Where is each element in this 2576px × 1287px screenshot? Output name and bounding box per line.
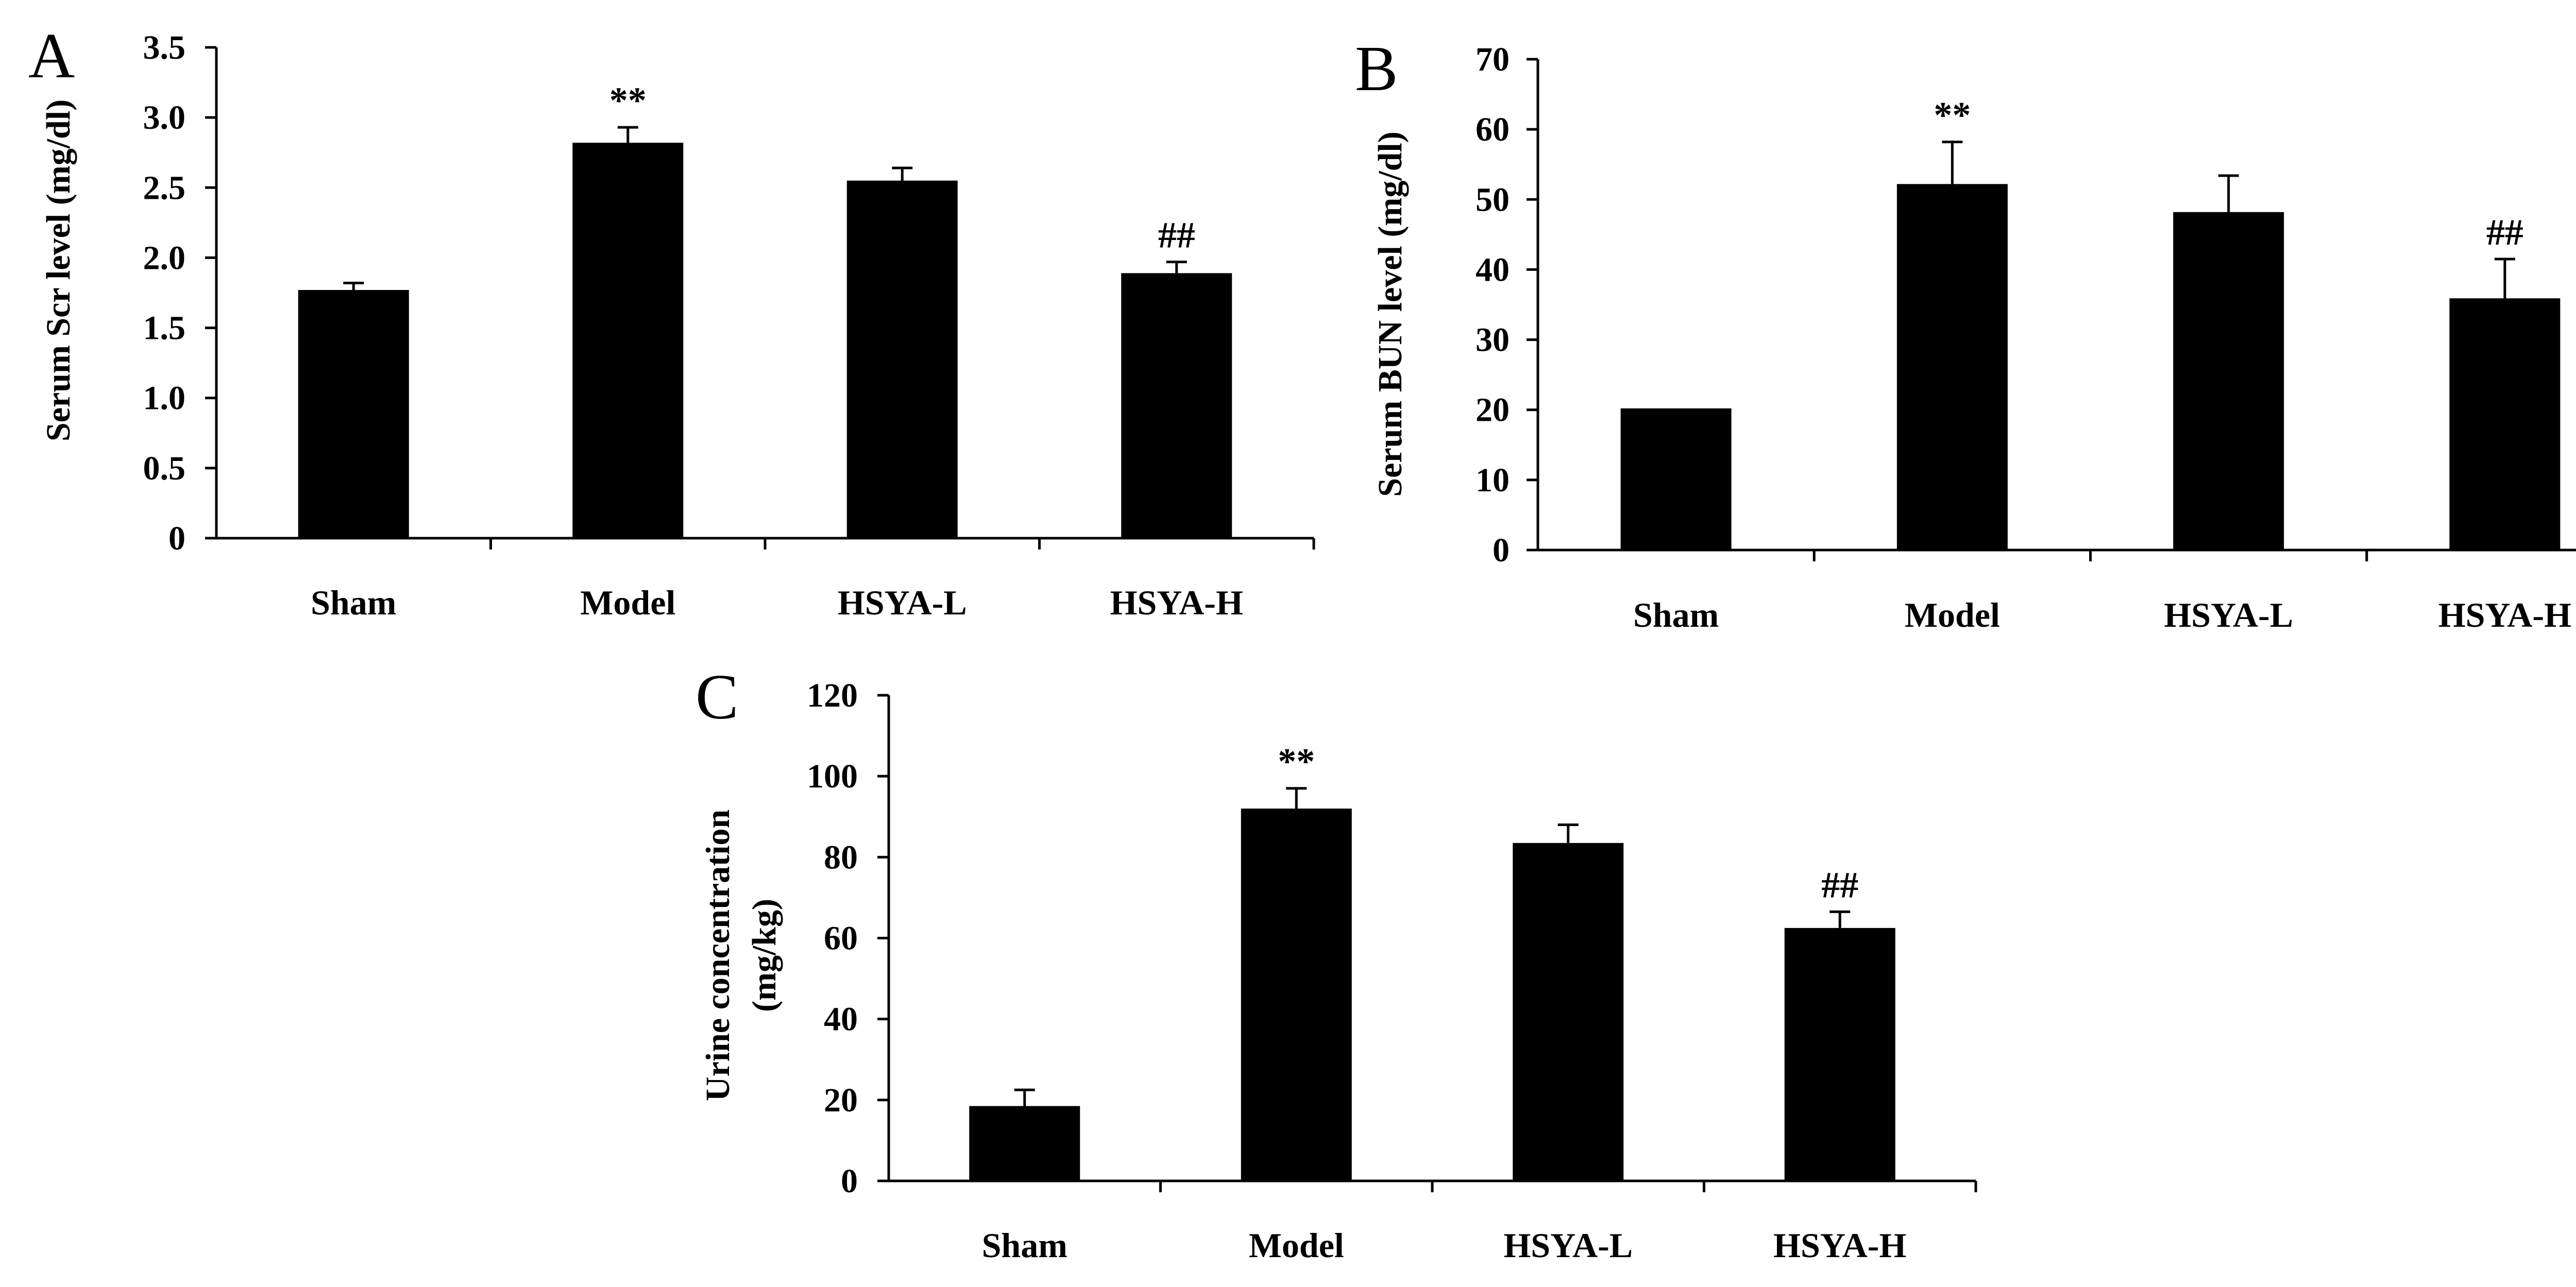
y-tick-label: 0 <box>841 1162 858 1200</box>
y-tick-label: 40 <box>1476 251 1510 288</box>
panel-b: B Serum BUN level (mg/dl) 0 10 20 30 40 50 60 7… <box>1355 33 2576 634</box>
y-tick-label: 2.0 <box>143 239 186 277</box>
panel-c-ylabel-line1: Urine concentration <box>699 810 737 1101</box>
category-label: HSYA-L <box>838 583 967 622</box>
y-tick-label: 40 <box>824 1001 858 1038</box>
y-tick-label: 120 <box>807 677 858 714</box>
category-label: Sham <box>311 583 396 622</box>
category-label: HSYA-H <box>2438 595 2571 634</box>
category-label: Model <box>580 583 675 622</box>
panel-c-ylabel-line2: (mg/kg) <box>745 899 783 1012</box>
bar <box>1241 809 1352 1181</box>
y-tick-label: 0 <box>1493 531 1510 569</box>
bar <box>572 143 684 538</box>
y-tick-label: 3.5 <box>143 29 186 66</box>
category-label: Model <box>1249 1226 1344 1265</box>
category-label: Model <box>1905 595 2000 634</box>
y-tick-label: 0 <box>168 520 185 557</box>
category-label: HSYA-L <box>2164 595 2293 634</box>
y-tick-label: 100 <box>807 758 858 795</box>
bar <box>2449 298 2561 550</box>
y-tick-label: 10 <box>1476 461 1510 499</box>
bar <box>846 180 958 539</box>
panel-a: A Serum Scr level (mg/dl) 0 0.5 1.0 1.5 2.0 2… <box>28 21 1315 622</box>
y-tick-label: 80 <box>824 838 858 876</box>
panel-a-ylabel: Serum Scr level (mg/dl) <box>40 99 77 441</box>
category-label: HSYA-H <box>1110 583 1243 622</box>
significance-marker: ## <box>1821 864 1858 905</box>
significance-marker: ** <box>1278 741 1315 782</box>
y-tick-label: 60 <box>1476 111 1510 148</box>
y-tick-label: 2.5 <box>143 169 186 207</box>
bar <box>1620 408 1732 550</box>
y-tick-label: 20 <box>1476 391 1510 429</box>
y-tick-label: 1.0 <box>143 380 186 417</box>
y-tick-label: 20 <box>824 1082 858 1119</box>
y-tick-label: 50 <box>1476 181 1510 218</box>
y-tick-label: 30 <box>1476 321 1510 359</box>
panel-a-letter: A <box>28 21 75 92</box>
bar <box>1121 273 1232 538</box>
bar <box>1513 843 1624 1181</box>
bar <box>1784 928 1895 1181</box>
category-label: HSYA-H <box>1773 1226 1906 1265</box>
y-tick-label: 70 <box>1476 41 1510 78</box>
panel-b-letter: B <box>1355 33 1398 105</box>
bar <box>2173 212 2284 550</box>
significance-marker: ## <box>2486 212 2523 253</box>
panel-c-letter: C <box>696 662 738 733</box>
significance-marker: ** <box>609 80 647 121</box>
y-tick-label: 1.5 <box>143 310 186 347</box>
y-tick-label: 60 <box>824 920 858 957</box>
category-label: HSYA-L <box>1503 1226 1633 1265</box>
bar <box>298 290 409 538</box>
significance-marker: ## <box>1158 215 1195 256</box>
bar <box>1896 184 2008 550</box>
bar <box>969 1106 1080 1181</box>
y-tick-label: 3.0 <box>143 99 186 136</box>
category-label: Sham <box>1633 595 1719 634</box>
panel-c: C Urine concentration (mg/kg) 0 20 40 60 80 1… <box>696 662 1977 1265</box>
category-label: Sham <box>982 1226 1067 1265</box>
y-tick-label: 0.5 <box>143 450 186 487</box>
significance-marker: ** <box>1934 95 1971 136</box>
panel-b-ylabel: Serum BUN level (mg/dl) <box>1371 131 1409 496</box>
